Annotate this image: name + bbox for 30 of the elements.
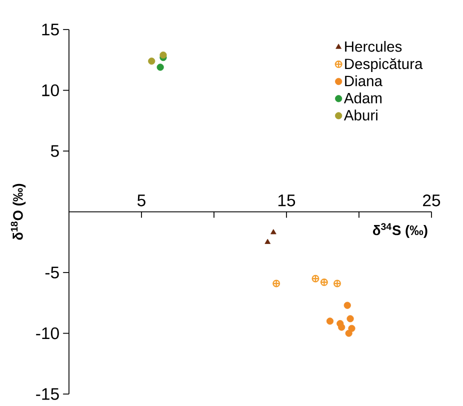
y-tick-label: -10 (36, 327, 59, 340)
y-axis-title: δ$^{18}$O (‰) (10, 184, 26, 240)
point (160, 52, 167, 59)
point (148, 58, 156, 65)
x-axis-title: δ$^{34}$S (‰) (372, 223, 428, 238)
legend-label: Adam (344, 92, 382, 104)
point (338, 324, 346, 331)
point (333, 280, 341, 288)
point (345, 330, 352, 337)
point (156, 64, 164, 71)
y-tick-label: -15 (36, 388, 59, 400)
point (344, 302, 351, 309)
legend-label: Despicătura (345, 58, 423, 72)
point (312, 274, 320, 282)
x-tick-label: 25 (423, 194, 440, 206)
legend-label: Hercules (345, 41, 402, 52)
legend-label: Diana (345, 75, 382, 86)
x-tick-label: 15 (278, 194, 296, 206)
point (264, 238, 271, 244)
y-tick-label: 10 (42, 84, 59, 96)
point (346, 315, 354, 322)
legend-label: Aburi (344, 110, 378, 121)
x-tick-label: 5 (137, 194, 146, 206)
point (270, 229, 276, 234)
y-tick-label: 15 (42, 24, 59, 36)
y-tick-label: -5 (45, 266, 59, 278)
point (326, 318, 334, 325)
point (320, 278, 328, 286)
point (272, 280, 280, 288)
y-tick-label: 5 (50, 145, 59, 157)
